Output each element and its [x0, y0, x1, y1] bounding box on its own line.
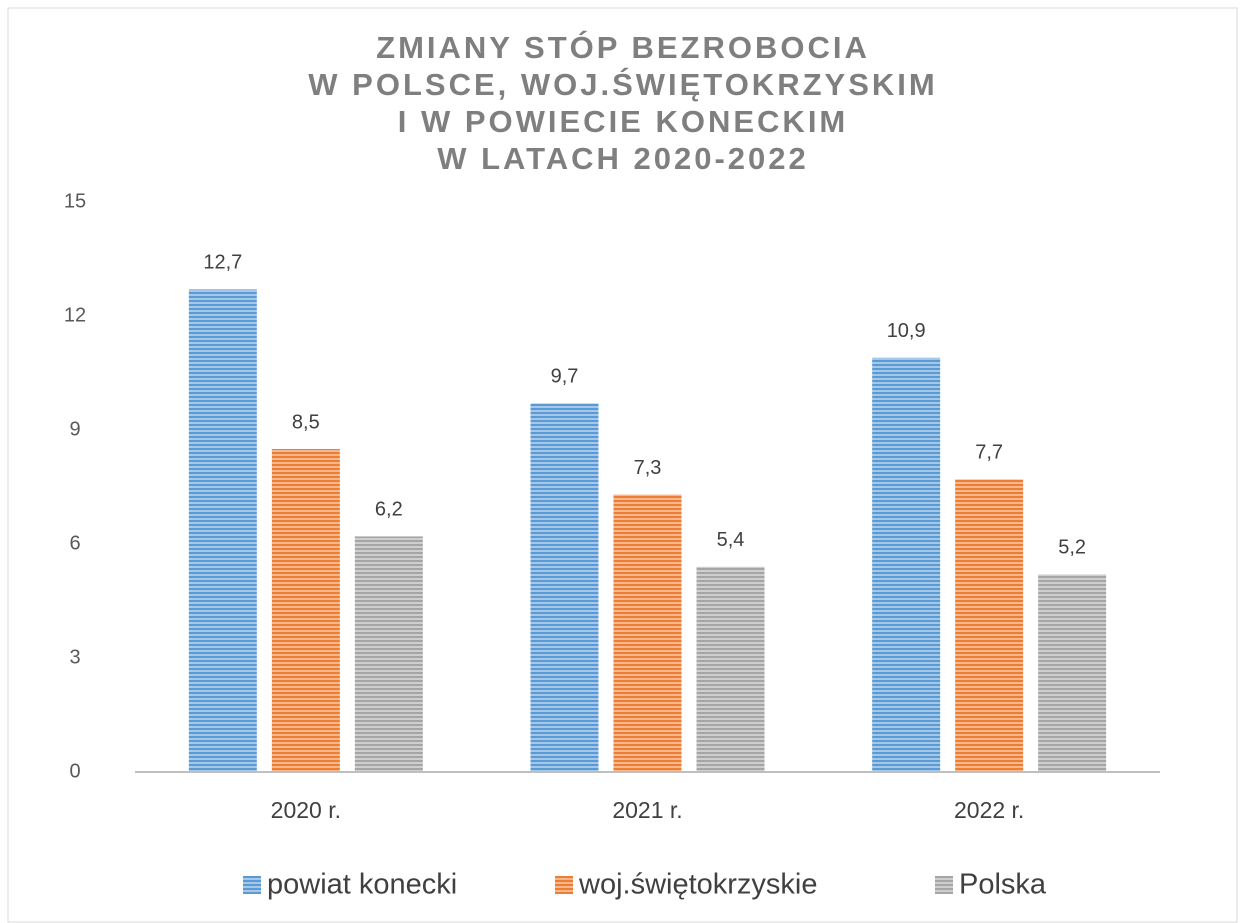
data-label: 9,7 — [551, 366, 579, 388]
chart-title: W POLSCE, WOJ.ŚWIĘTOKRZYSKIM — [308, 66, 937, 102]
bar — [530, 403, 599, 772]
bar — [613, 494, 682, 772]
legend-swatch — [935, 876, 953, 894]
bar — [696, 566, 765, 772]
data-label: 5,4 — [717, 529, 745, 551]
chart-title: I W POWIECIE KONECKIM — [398, 104, 849, 139]
data-label: 8,5 — [292, 411, 320, 433]
y-tick-label: 15 — [64, 190, 86, 212]
data-label: 6,2 — [375, 499, 403, 521]
legend-swatch — [555, 876, 573, 894]
x-tick-label: 2022 r. — [954, 797, 1024, 823]
legend-swatch — [243, 876, 261, 894]
legend-label: woj.świętokrzyskie — [578, 869, 818, 901]
data-label: 10,9 — [887, 320, 926, 342]
y-tick-label: 6 — [69, 532, 80, 554]
data-label: 7,7 — [975, 442, 1003, 464]
legend-label: powiat konecki — [267, 869, 457, 901]
bar — [188, 289, 257, 772]
data-label: 12,7 — [203, 252, 242, 274]
bar — [872, 357, 941, 772]
bar — [354, 536, 423, 772]
legend-label: Polska — [959, 869, 1047, 901]
bar — [271, 449, 340, 772]
bar — [955, 479, 1024, 772]
y-tick-label: 3 — [69, 646, 80, 668]
y-tick-label: 9 — [69, 418, 80, 440]
x-tick-label: 2021 r. — [612, 797, 682, 823]
chart-title: W LATACH 2020-2022 — [437, 141, 809, 176]
bar — [1038, 574, 1107, 772]
x-tick-label: 2020 r. — [271, 797, 341, 823]
chart-title: ZMIANY STÓP BEZROBOCIA — [376, 29, 870, 65]
y-tick-label: 12 — [64, 304, 86, 326]
data-label: 5,2 — [1058, 537, 1086, 559]
data-label: 7,3 — [634, 457, 662, 479]
y-tick-label: 0 — [69, 760, 80, 782]
